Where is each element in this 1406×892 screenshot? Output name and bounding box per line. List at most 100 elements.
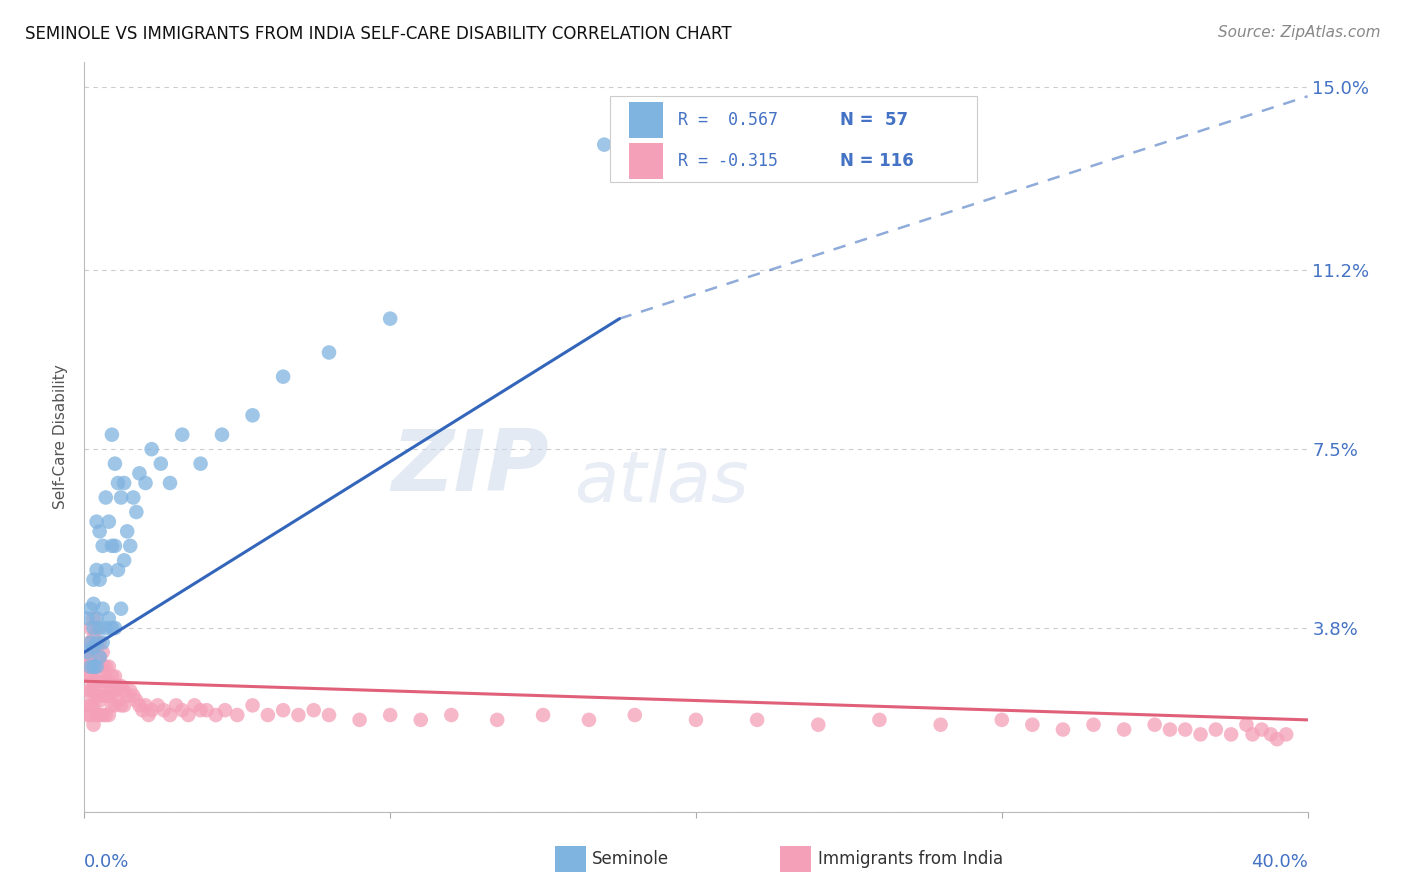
- Point: [89, 524, 111, 539]
- Point: [138, 708, 160, 723]
- Point: [86, 635, 108, 649]
- Text: R = -0.315: R = -0.315: [678, 152, 778, 169]
- Point: [1265, 732, 1288, 747]
- Point: [531, 708, 554, 723]
- Point: [214, 703, 236, 717]
- Point: [94, 491, 117, 505]
- Point: [94, 674, 117, 689]
- Point: [86, 640, 108, 655]
- Point: [97, 708, 120, 723]
- Point: [97, 515, 120, 529]
- Point: [486, 713, 509, 727]
- Point: [86, 563, 108, 577]
- Point: [79, 659, 101, 673]
- Point: [94, 689, 117, 703]
- Point: [97, 611, 120, 625]
- Point: [869, 713, 891, 727]
- Point: [107, 679, 129, 693]
- Text: N =  57: N = 57: [841, 112, 908, 129]
- Point: [91, 659, 114, 673]
- Text: 40.0%: 40.0%: [1251, 853, 1308, 871]
- Point: [107, 693, 129, 707]
- Point: [89, 665, 111, 679]
- Point: [76, 650, 98, 665]
- Point: [86, 659, 108, 673]
- Text: Immigrants from India: Immigrants from India: [818, 850, 1004, 868]
- Point: [110, 491, 132, 505]
- Point: [83, 674, 105, 689]
- Point: [120, 539, 142, 553]
- Point: [146, 698, 169, 713]
- Point: [112, 698, 135, 713]
- Point: [1114, 723, 1136, 737]
- Point: [172, 703, 194, 717]
- Point: [89, 635, 111, 649]
- Point: [122, 689, 145, 703]
- Point: [747, 713, 769, 727]
- Point: [807, 128, 830, 142]
- Point: [122, 491, 145, 505]
- Point: [440, 708, 463, 723]
- Point: [205, 708, 228, 723]
- Point: [1021, 717, 1043, 731]
- Point: [107, 475, 129, 490]
- Point: [1159, 723, 1181, 737]
- Point: [1143, 717, 1166, 731]
- Point: [79, 708, 101, 723]
- Point: [91, 635, 114, 649]
- Point: [1189, 727, 1212, 741]
- Point: [76, 659, 98, 673]
- Point: [115, 524, 138, 539]
- Point: [128, 698, 150, 713]
- Point: [1275, 727, 1298, 741]
- Point: [101, 669, 124, 683]
- Point: [271, 703, 294, 717]
- Point: [83, 573, 105, 587]
- Point: [318, 708, 340, 723]
- Point: [302, 703, 325, 717]
- Point: [76, 611, 98, 625]
- Bar: [628, 103, 664, 138]
- Point: [76, 684, 98, 698]
- Point: [685, 713, 707, 727]
- Point: [1236, 717, 1258, 731]
- Text: N = 116: N = 116: [841, 152, 914, 169]
- Point: [89, 679, 111, 693]
- Point: [86, 611, 108, 625]
- Point: [91, 645, 114, 659]
- Point: [86, 674, 108, 689]
- Point: [89, 693, 111, 707]
- Point: [91, 674, 114, 689]
- Point: [86, 708, 108, 723]
- Point: [120, 684, 142, 698]
- Point: [159, 708, 181, 723]
- Point: [101, 427, 124, 442]
- Point: [83, 621, 105, 635]
- Point: [211, 427, 233, 442]
- Point: [83, 645, 105, 659]
- Text: ZIP: ZIP: [391, 425, 550, 508]
- Point: [1205, 723, 1227, 737]
- Point: [86, 515, 108, 529]
- Point: [110, 679, 132, 693]
- Point: [89, 621, 111, 635]
- Point: [86, 689, 108, 703]
- Point: [1052, 723, 1074, 737]
- Text: 0.0%: 0.0%: [84, 853, 129, 871]
- Point: [226, 708, 249, 723]
- Point: [83, 659, 105, 673]
- Point: [349, 713, 371, 727]
- Point: [107, 563, 129, 577]
- Point: [380, 708, 402, 723]
- Text: R =  0.567: R = 0.567: [678, 112, 778, 129]
- Point: [91, 708, 114, 723]
- Point: [1260, 727, 1282, 741]
- Point: [104, 684, 127, 698]
- Point: [190, 703, 212, 717]
- Point: [112, 475, 135, 490]
- Point: [287, 708, 309, 723]
- Point: [79, 621, 101, 635]
- Point: [83, 659, 105, 673]
- Point: [76, 698, 98, 713]
- Point: [125, 693, 148, 707]
